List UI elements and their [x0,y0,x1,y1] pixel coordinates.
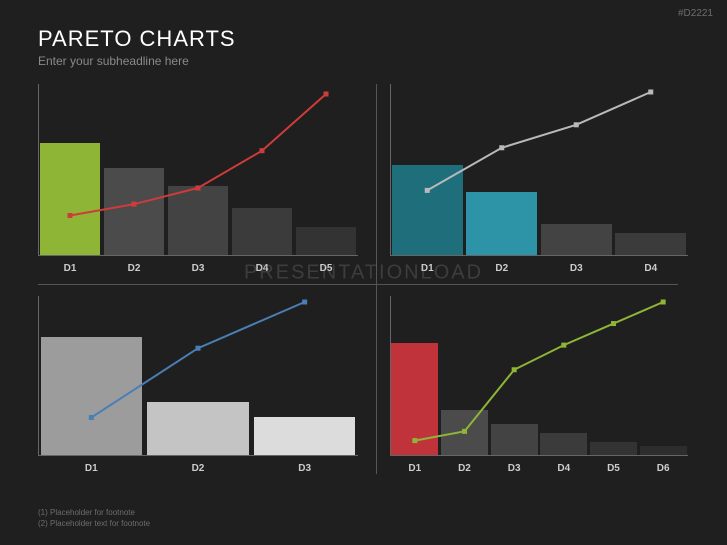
bar [147,402,248,455]
bar [41,337,142,455]
x-axis-label: D5 [589,463,639,474]
bar [168,186,229,255]
x-axis-label: D2 [440,463,490,474]
pareto-chart-2: D1D2D3D4 [390,84,688,274]
x-axis-label: D2 [465,263,540,274]
bar [640,446,687,455]
x-axis [390,255,688,256]
bar [232,208,293,255]
x-axis-label: D4 [230,263,294,274]
x-axis [390,455,688,456]
bar [615,233,686,256]
charts-grid: D1D2D3D4D5D1D2D3D4D1D2D3D1D2D3D4D5D6 [38,84,688,484]
x-axis [38,255,358,256]
x-axis-label: D3 [539,263,614,274]
horizontal-separator [38,284,678,285]
x-axis-label: D3 [251,463,358,474]
pareto-chart-3: D1D2D3 [38,296,358,474]
slide-id-tag: #D2221 [678,8,713,19]
bar [466,192,537,255]
x-axis-label: D4 [539,463,589,474]
x-axis-label: D2 [145,463,252,474]
bar [391,343,438,455]
x-axis-label: D1 [38,463,145,474]
bar [541,224,612,256]
footnotes: (1) Placeholder for footnote (2) Placeho… [38,507,150,529]
bar [491,424,538,455]
vertical-separator [376,84,377,474]
bar [540,433,587,455]
x-axis-label: D1 [390,463,440,474]
y-axis [390,84,391,256]
slide: #D2221 PARETO CHARTS Enter your subheadl… [0,0,727,545]
x-axis-label: D2 [102,263,166,274]
pareto-chart-4: D1D2D3D4D5D6 [390,296,688,474]
x-axis-label: D3 [166,263,230,274]
x-axis-label: D1 [38,263,102,274]
bar [392,165,463,255]
x-axis-label: D5 [294,263,358,274]
page-title: PARETO CHARTS [38,26,236,52]
footnote-1: (1) Placeholder for footnote [38,507,150,518]
bar [590,442,637,455]
bar [40,143,101,255]
y-axis [38,296,39,456]
footnote-2: (2) Placeholder text for footnote [38,518,150,529]
x-axis-label: D3 [489,463,539,474]
x-axis-label: D6 [638,463,688,474]
bar [441,410,488,455]
x-axis-label: D4 [614,263,689,274]
page-subtitle[interactable]: Enter your subheadline here [38,54,189,68]
x-axis [38,455,358,456]
bar [104,168,165,255]
bar [254,417,355,455]
bar [296,227,357,255]
x-axis-label: D1 [390,263,465,274]
pareto-chart-1: D1D2D3D4D5 [38,84,358,274]
